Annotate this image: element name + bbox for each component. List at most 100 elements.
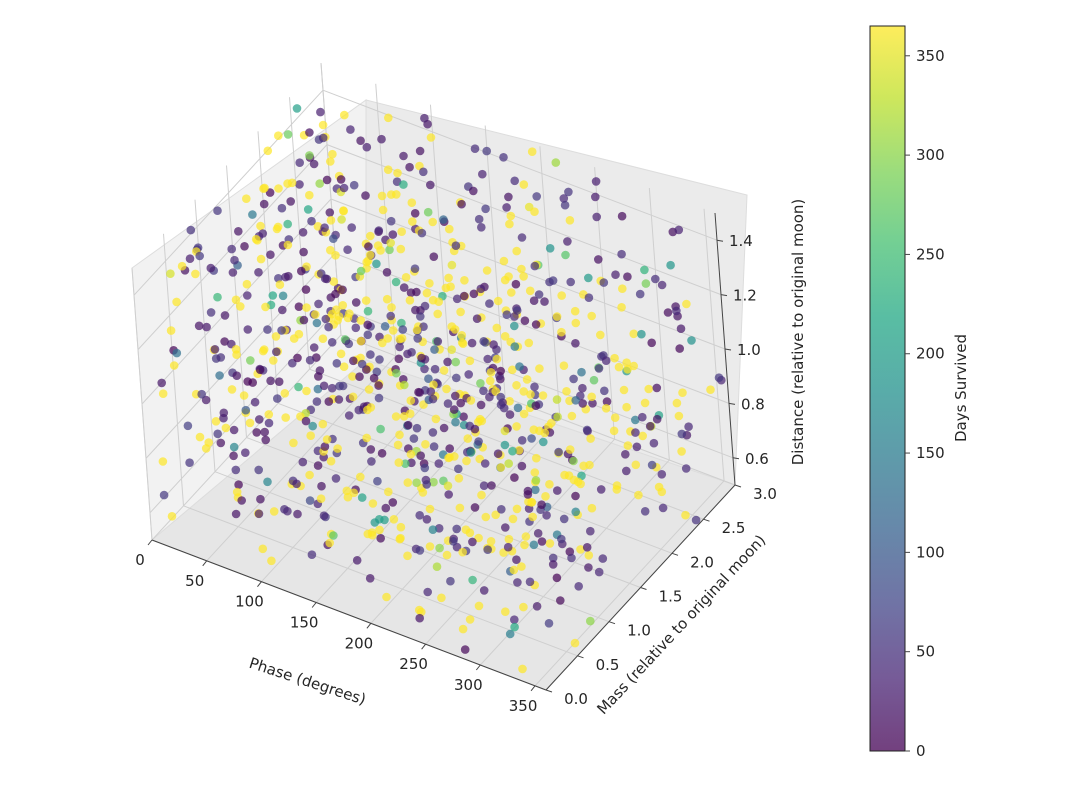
- data-point: [206, 263, 216, 273]
- data-point: [250, 397, 260, 407]
- data-point: [383, 165, 393, 174]
- data-point: [183, 421, 193, 431]
- data-point: [423, 207, 433, 217]
- data-point: [229, 451, 238, 461]
- data-point: [324, 397, 334, 406]
- data-point: [672, 398, 682, 408]
- data-point: [520, 540, 529, 550]
- data-point: [526, 390, 535, 399]
- data-point: [195, 432, 205, 442]
- data-point: [322, 175, 332, 185]
- y-gridline-floor: [340, 334, 736, 486]
- data-point: [479, 481, 489, 491]
- data-point: [638, 412, 647, 422]
- data-point: [570, 306, 580, 316]
- data-point: [415, 511, 425, 520]
- x-tick-mark: [311, 602, 317, 608]
- data-point: [420, 364, 429, 374]
- data-point: [571, 339, 580, 348]
- data-point: [545, 539, 555, 548]
- data-point: [251, 235, 261, 244]
- data-point: [382, 294, 392, 304]
- y-tick-label: 0.0: [564, 690, 588, 708]
- data-point: [687, 336, 696, 345]
- data-point: [339, 183, 349, 193]
- data-point: [326, 216, 336, 225]
- data-point: [386, 238, 396, 248]
- z-tick-mark: [720, 294, 728, 297]
- data-point: [594, 567, 604, 577]
- data-point: [482, 266, 492, 275]
- data-point: [631, 428, 640, 437]
- data-point: [378, 338, 387, 348]
- data-point: [295, 180, 304, 189]
- data-point: [256, 221, 265, 231]
- data-point: [213, 292, 222, 302]
- colorbar-frame: [869, 25, 906, 752]
- data-point: [363, 320, 373, 330]
- data-point: [221, 423, 231, 433]
- data-point: [322, 274, 332, 284]
- data-point: [451, 391, 460, 401]
- data-point: [675, 344, 684, 353]
- data-point: [571, 318, 581, 328]
- data-point: [456, 398, 466, 408]
- data-point: [623, 441, 633, 450]
- data-point: [237, 496, 246, 505]
- data-point: [349, 356, 358, 366]
- y-tick-mark: [608, 621, 616, 625]
- data-point: [439, 215, 448, 224]
- data-point: [505, 629, 515, 639]
- data-point: [374, 226, 384, 235]
- data-point: [263, 477, 272, 487]
- data-point: [377, 191, 387, 201]
- data-point: [403, 420, 413, 430]
- data-point: [401, 273, 411, 282]
- data-point: [622, 358, 631, 368]
- data-point: [234, 480, 243, 490]
- data-point: [329, 277, 339, 286]
- data-point: [395, 430, 404, 440]
- data-point: [482, 146, 492, 156]
- data-point: [419, 322, 428, 332]
- data-point: [714, 373, 724, 383]
- data-point: [618, 284, 627, 294]
- data-point: [355, 372, 364, 382]
- y-tick-label: 1.0: [627, 622, 651, 640]
- data-point: [254, 465, 263, 475]
- y-gridline-floor: [277, 402, 673, 554]
- data-point: [640, 265, 649, 275]
- data-point: [201, 444, 211, 453]
- data-point: [517, 562, 526, 571]
- data-point: [654, 482, 664, 492]
- data-point: [388, 498, 398, 507]
- data-point: [480, 459, 490, 468]
- data-point: [263, 146, 273, 156]
- data-point: [260, 427, 270, 437]
- data-point: [248, 210, 257, 219]
- y-gridline-floor: [246, 437, 641, 588]
- data-point: [530, 207, 539, 216]
- x-tick-mark: [530, 685, 536, 692]
- data-point: [476, 400, 486, 410]
- data-point: [571, 507, 580, 517]
- data-point: [407, 198, 417, 207]
- data-point: [585, 460, 594, 470]
- data-point: [432, 562, 442, 571]
- data-point: [640, 507, 650, 516]
- data-point: [394, 458, 404, 467]
- data-point: [451, 357, 461, 367]
- data-point: [246, 356, 255, 365]
- data-point: [389, 515, 399, 524]
- data-point: [547, 418, 556, 428]
- data-point: [459, 412, 468, 422]
- data-point: [263, 325, 272, 334]
- data-point: [525, 286, 535, 296]
- colorbar-tick-label: 50: [916, 643, 935, 661]
- data-point: [338, 301, 348, 310]
- data-point: [469, 186, 478, 196]
- data-point: [309, 159, 319, 169]
- y-tick-mark: [545, 689, 553, 693]
- data-point: [248, 378, 257, 387]
- data-point: [489, 340, 498, 349]
